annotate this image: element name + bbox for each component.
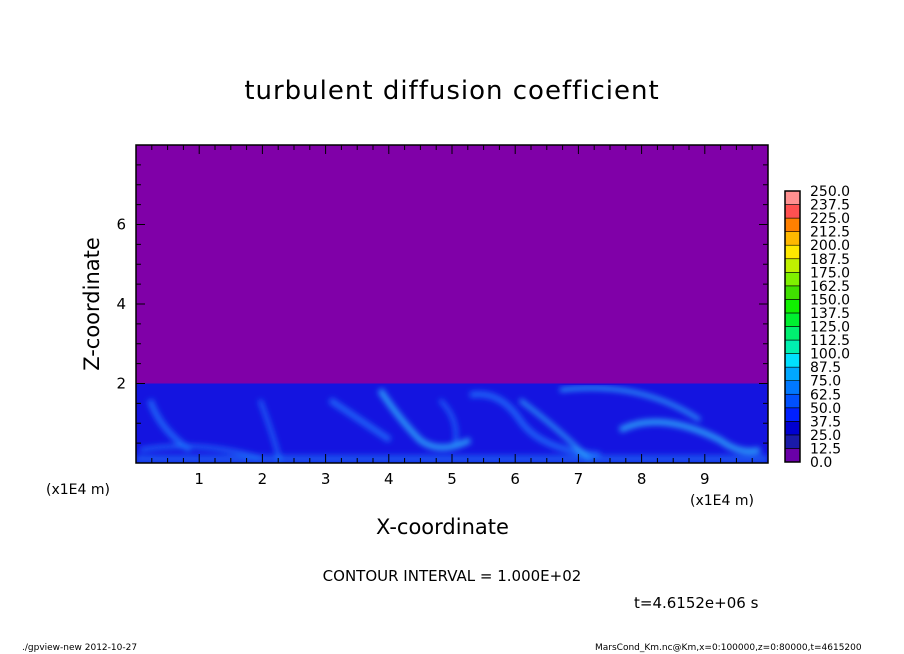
colorbar-frame — [784, 190, 801, 463]
colorbar-bin — [784, 258, 801, 273]
colorbar-bin — [784, 393, 801, 409]
colorbar-label: 75.0 — [810, 374, 841, 390]
colorbar-bin — [784, 353, 801, 368]
y-tick-label: 2 — [116, 375, 126, 393]
colorbar-bin — [784, 421, 801, 436]
x-tick-label: 6 — [510, 470, 520, 488]
colorbar-bin — [784, 366, 801, 381]
x-axis-unit: (x1E4 m) — [690, 493, 754, 509]
x-tick-label: 7 — [574, 470, 584, 488]
colorbar-label: 25.0 — [810, 428, 841, 444]
swirl — [618, 419, 761, 455]
colorbar-label: 237.5 — [810, 198, 850, 214]
colorbar-bin — [784, 448, 801, 463]
x-tick-label: 2 — [258, 470, 268, 488]
colorbar-bin — [784, 190, 801, 205]
y-tick-label: 4 — [116, 295, 126, 313]
region-0 — [136, 145, 768, 384]
swirl — [438, 398, 458, 446]
x-tick-label: 8 — [637, 470, 647, 488]
colorbar-label: 187.5 — [810, 252, 850, 268]
x-tick-label: 4 — [384, 470, 394, 488]
colorbar-bin — [784, 231, 801, 246]
colorbar-label: 137.5 — [810, 306, 850, 322]
colorbar-label: 62.5 — [810, 387, 841, 403]
colorbar-bin — [784, 299, 801, 314]
colorbar-bin — [784, 204, 801, 219]
chart-title: turbulent diffusion coefficient — [244, 76, 660, 106]
heatmap-field — [135, 144, 769, 464]
colorbar-bin — [784, 244, 801, 260]
colorbar-bin — [784, 217, 801, 232]
axis-ticks: 1 2 3 4 5 6 7 8 9 2 4 6 — [116, 144, 769, 488]
colorbar-label: 250.0 — [810, 184, 850, 200]
colorbar-bin — [784, 380, 801, 395]
colorbar-label: 112.5 — [810, 333, 850, 349]
x-tick-label: 1 — [194, 470, 204, 488]
x-tick-label: 3 — [321, 470, 331, 488]
colorbar-label: 150.0 — [810, 292, 850, 308]
swirl — [377, 388, 472, 451]
colorbar-label: 0.0 — [810, 455, 832, 471]
colorbar-bin — [784, 285, 801, 300]
colorbar-label: 50.0 — [810, 401, 841, 417]
colorbar-label: 100.0 — [810, 347, 850, 363]
time-label: t=4.6152e+06 s — [634, 594, 759, 612]
colorbar-label: 175.0 — [810, 265, 850, 281]
colorbar-label: 200.0 — [810, 238, 850, 254]
x-tick-label: 5 — [447, 470, 457, 488]
colorbar-label: 125.0 — [810, 320, 850, 336]
y-tick-label: 6 — [116, 216, 126, 234]
colorbar-label: 87.5 — [810, 360, 841, 376]
swirl — [328, 397, 392, 443]
colorbar-bin — [784, 407, 801, 422]
swirl — [469, 391, 601, 458]
swirl — [559, 386, 702, 422]
colorbar: 0.012.525.037.550.062.575.087.5100.0112.… — [784, 184, 850, 471]
colorbar-label: 37.5 — [810, 414, 841, 430]
x-axis-label: X-coordinate — [376, 515, 509, 539]
colorbar-label: 162.5 — [810, 279, 850, 295]
swirl — [518, 398, 592, 462]
colorbar-label: 12.5 — [810, 441, 841, 457]
footer-left: ./gpview-new 2012-10-27 — [22, 643, 138, 653]
x-tick-label: 9 — [700, 470, 710, 488]
colorbar-label: 212.5 — [810, 225, 850, 241]
swirl — [139, 444, 261, 460]
footer-right: MarsCond_Km.nc@Km,x=0:100000,z=0:80000,t… — [595, 643, 862, 653]
colorbar-label: 225.0 — [810, 211, 850, 227]
colorbar-bin — [784, 312, 801, 327]
contour-interval: CONTOUR INTERVAL = 1.000E+02 — [322, 567, 582, 585]
y-axis-unit: (x1E4 m) — [46, 482, 110, 498]
colorbar-bin — [784, 326, 801, 341]
colorbar-bin — [784, 434, 801, 449]
colorbar-bin — [784, 339, 801, 354]
colorbar-bin — [784, 271, 801, 287]
